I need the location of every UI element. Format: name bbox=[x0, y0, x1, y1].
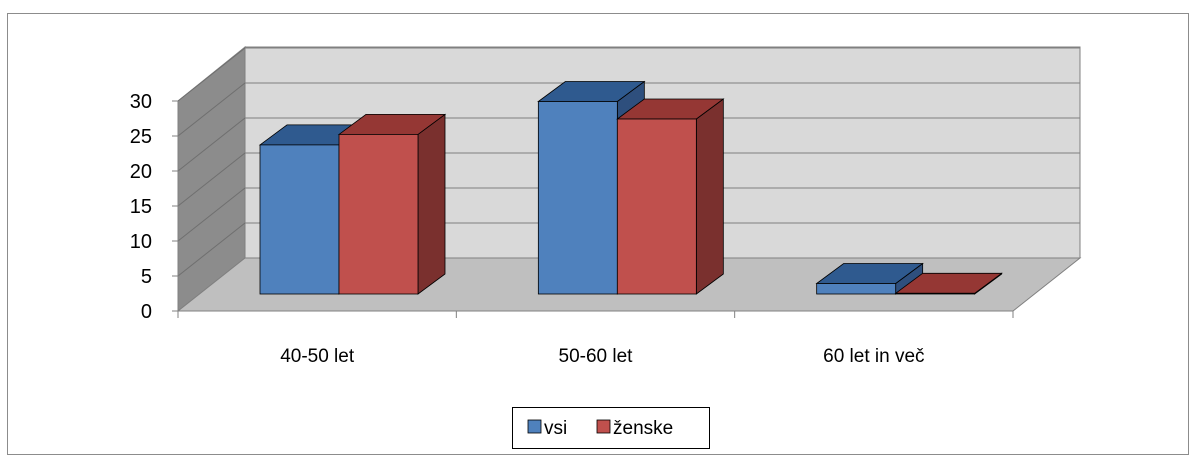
bar-front bbox=[816, 283, 897, 295]
bar-front bbox=[895, 292, 976, 295]
bar-vsi-2 bbox=[815, 262, 924, 295]
legend-swatch-zenske bbox=[596, 419, 611, 434]
bar-front bbox=[259, 144, 340, 295]
legend-box bbox=[512, 407, 710, 449]
y-tick-label: 30 bbox=[130, 91, 152, 113]
bar-ženske-2 bbox=[894, 272, 1003, 295]
category-label: 50-60 let bbox=[559, 346, 634, 367]
bar-side bbox=[417, 113, 446, 295]
bar-ženske-1 bbox=[616, 98, 725, 295]
y-tick-labels: 0 5 10 15 20 25 30 bbox=[130, 91, 152, 323]
legend-swatch-vsi bbox=[527, 419, 542, 434]
bar-front bbox=[537, 101, 618, 295]
gridline-side-6 bbox=[177, 47, 246, 102]
y-tick-label: 25 bbox=[130, 126, 152, 148]
bar-front bbox=[338, 133, 419, 295]
y-tick-label: 5 bbox=[141, 266, 152, 288]
category-label: 60 let in več bbox=[823, 346, 924, 367]
bar-ženske-0 bbox=[337, 113, 447, 295]
bar-side bbox=[695, 98, 724, 295]
legend-label-vsi: vsi bbox=[544, 418, 567, 439]
category-label: 40-50 let bbox=[280, 346, 355, 367]
y-tick-label: 15 bbox=[130, 196, 152, 218]
axes bbox=[172, 100, 1014, 318]
gridline-side-3 bbox=[177, 152, 246, 207]
y-tick-label: 10 bbox=[130, 231, 152, 253]
category-labels: 40-50 let 50-60 let 60 let in več bbox=[280, 346, 924, 367]
legend: vsi ženske bbox=[512, 407, 710, 449]
gridline-side-5 bbox=[177, 82, 246, 137]
gridline-side-4 bbox=[177, 117, 246, 172]
y-tick-label: 20 bbox=[130, 161, 152, 183]
bars bbox=[258, 80, 1003, 295]
gridline-side-2 bbox=[177, 187, 246, 242]
gridline-side-1 bbox=[177, 222, 246, 277]
y-tick-label: 0 bbox=[141, 301, 152, 323]
bar-front bbox=[616, 118, 697, 295]
legend-label-zenske: ženske bbox=[613, 418, 673, 439]
